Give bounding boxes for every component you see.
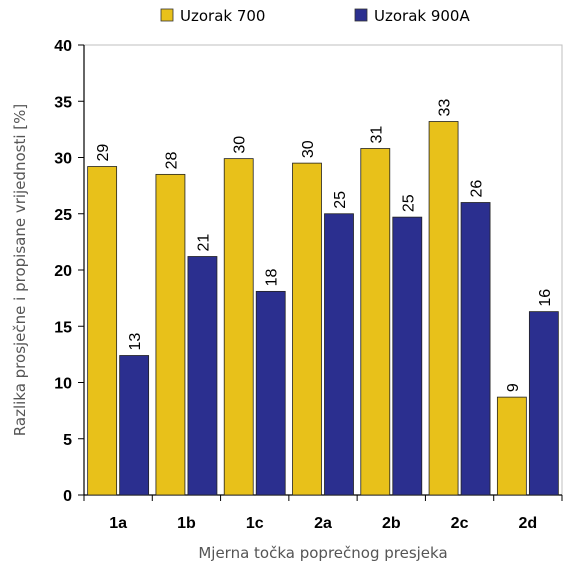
legend-swatch-uzorak-700	[160, 8, 174, 22]
bars: 29 13 28 21 30 18 30 25 31 25 33 26 9 16	[87, 99, 559, 496]
x-tick-label: 2c	[451, 515, 469, 532]
data-label: 29	[95, 144, 112, 162]
x-tick-label: 2a	[314, 515, 332, 532]
bar-uzorak-700-1a	[87, 166, 118, 496]
x-tick-label: 2b	[382, 515, 401, 532]
bar-uzorak-900a-2d	[528, 311, 559, 496]
bar-uzorak-700-1c	[223, 158, 254, 496]
x-axis-title: Mjerna točka poprečnog presjeka	[198, 544, 447, 562]
bar-uzorak-900a-2b	[392, 216, 423, 496]
legend: Uzorak 700 Uzorak 900A	[160, 7, 470, 25]
y-ticks: 0 5 10 15 20 25 30 35 40	[54, 38, 84, 505]
legend-swatch-uzorak-900a	[354, 8, 368, 22]
data-label: 21	[195, 234, 212, 252]
x-tick-label: 1a	[109, 515, 127, 532]
bar-uzorak-900a-1b	[187, 256, 218, 496]
bar-uzorak-900a-2c	[460, 202, 491, 496]
data-label: 30	[232, 136, 249, 154]
y-tick-label: 0	[63, 488, 72, 505]
data-label: 25	[400, 194, 417, 212]
bar-uzorak-700-2d	[496, 396, 527, 496]
data-label: 26	[469, 180, 486, 198]
bar-uzorak-700-2a	[292, 162, 322, 496]
data-label: 25	[332, 191, 349, 209]
x-tick-label: 1c	[246, 515, 264, 532]
data-label: 9	[505, 383, 522, 392]
data-label: 31	[368, 126, 385, 144]
y-tick-label: 5	[63, 432, 72, 449]
y-tick-label: 30	[54, 151, 72, 168]
y-tick-label: 10	[54, 376, 72, 393]
bar-uzorak-700-2c	[428, 121, 459, 496]
x-tick-label: 1b	[177, 515, 196, 532]
x-ticks: 1a 1b 1c 2a 2b 2c 2d	[83, 495, 563, 532]
data-label: 18	[264, 268, 281, 286]
x-tick-label: 2d	[519, 515, 538, 532]
y-tick-label: 15	[54, 319, 72, 336]
y-tick-label: 35	[54, 94, 72, 111]
y-axis-title: Razlika prosječne i propisane vrijednost…	[11, 104, 29, 436]
y-tick-label: 25	[54, 207, 72, 224]
legend-label-uzorak-700: Uzorak 700	[180, 7, 265, 25]
bar-uzorak-700-2b	[360, 148, 391, 496]
data-label: 33	[437, 99, 454, 117]
bar-uzorak-900a-1c	[255, 290, 286, 496]
legend-label-uzorak-900a: Uzorak 900A	[374, 7, 470, 25]
y-tick-label: 20	[54, 263, 72, 280]
y-tick-label: 40	[54, 38, 72, 55]
bar-uzorak-700-1b	[155, 173, 186, 496]
data-label: 13	[127, 333, 144, 351]
data-label: 28	[163, 151, 180, 169]
bar-uzorak-900a-2a	[324, 213, 354, 496]
data-label: 30	[300, 140, 317, 158]
data-label: 16	[537, 289, 554, 307]
bar-uzorak-900a-1a	[119, 355, 150, 496]
